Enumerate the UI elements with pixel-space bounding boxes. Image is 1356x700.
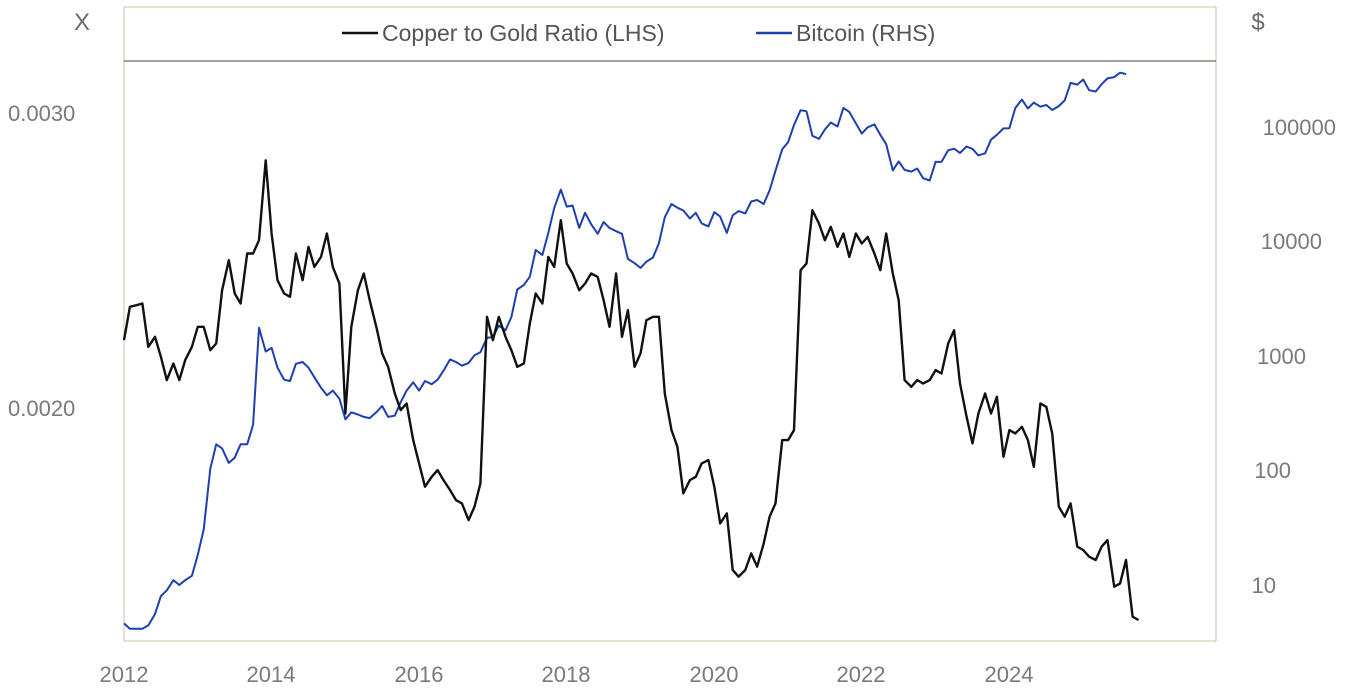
left-axis-unit: X xyxy=(74,9,90,36)
x-tick-label: 2024 xyxy=(985,662,1034,687)
x-tick-label: 2018 xyxy=(542,662,591,687)
right-tick-label: 10 xyxy=(1252,573,1276,598)
right-tick-label: 100000 xyxy=(1263,115,1336,140)
x-tick-label: 2022 xyxy=(837,662,886,687)
right-tick-label: 1000 xyxy=(1257,344,1306,369)
right-tick-label: 10000 xyxy=(1261,229,1322,254)
plot-frame xyxy=(123,6,1217,642)
left-tick-label: 0.0030 xyxy=(8,101,75,126)
x-tick-label: 2020 xyxy=(690,662,739,687)
series-line-copper-gold xyxy=(122,159,1140,622)
left-tick-label: 0.0020 xyxy=(8,396,75,421)
right-axis-unit: $ xyxy=(1251,9,1264,36)
series-line-bitcoin xyxy=(123,71,1127,630)
x-tick-label: 2014 xyxy=(247,662,296,687)
x-tick-label: 2016 xyxy=(395,662,444,687)
right-tick-label: 100 xyxy=(1254,458,1291,483)
legend-label-bitcoin: Bitcoin (RHS) xyxy=(796,20,935,46)
x-tick-label: 2012 xyxy=(100,662,149,687)
legend: Copper to Gold Ratio (LHS) Bitcoin (RHS) xyxy=(342,20,935,46)
legend-label-copper-gold: Copper to Gold Ratio (LHS) xyxy=(382,20,665,46)
